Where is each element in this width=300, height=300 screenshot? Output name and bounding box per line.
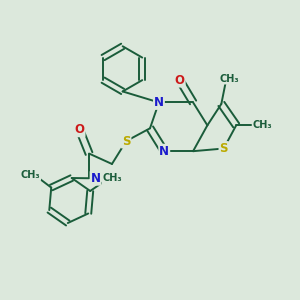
Text: S: S bbox=[122, 135, 130, 148]
Text: CH₃: CH₃ bbox=[253, 120, 272, 130]
Text: N: N bbox=[154, 96, 164, 109]
Text: CH₃: CH₃ bbox=[220, 74, 239, 84]
Text: CH₃: CH₃ bbox=[103, 173, 122, 184]
Text: H: H bbox=[103, 176, 111, 186]
Text: N: N bbox=[159, 145, 169, 158]
Text: N: N bbox=[91, 172, 100, 185]
Text: O: O bbox=[175, 74, 185, 87]
Text: CH₃: CH₃ bbox=[21, 170, 40, 180]
Text: O: O bbox=[75, 123, 85, 136]
Text: S: S bbox=[220, 142, 228, 155]
